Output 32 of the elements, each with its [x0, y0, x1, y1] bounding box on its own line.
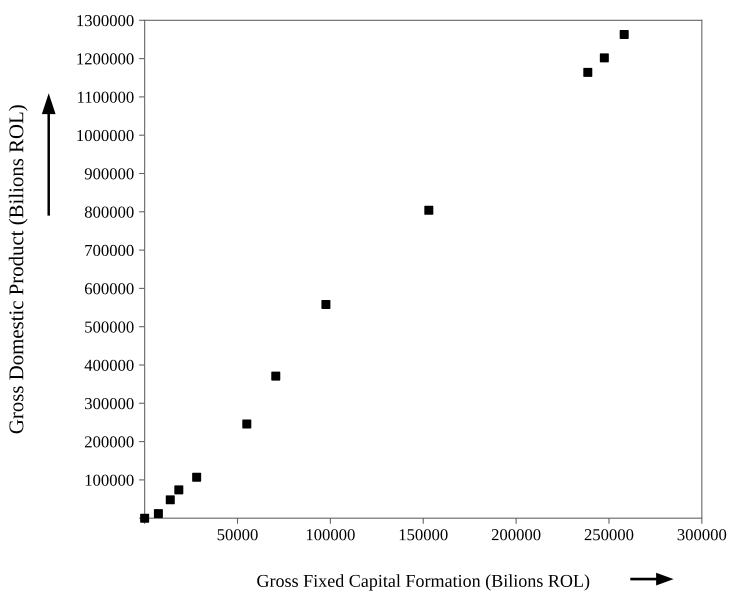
y-tick-label: 400000 — [84, 360, 134, 371]
point — [166, 495, 175, 504]
x-tick-label: 100000 — [306, 529, 355, 540]
y-tick-label: 500000 — [85, 321, 134, 333]
y-axis-title: Gross Domestic Product (Bilions ROL) — [8, 105, 28, 434]
y-tick-label: 100000 — [86, 474, 134, 486]
point — [271, 372, 280, 381]
point — [600, 53, 609, 62]
y-tick-label: 700000 — [85, 244, 134, 256]
point — [154, 509, 163, 518]
point — [583, 68, 592, 77]
y-tick-label: 300000 — [85, 398, 134, 410]
y-tick-label: 1100000 — [78, 92, 134, 103]
y-tick-label: 900000 — [84, 168, 134, 180]
x-tick-label: 200000 — [492, 529, 540, 540]
point — [242, 419, 252, 428]
x-tick-label: 250000 — [584, 529, 634, 540]
point — [174, 485, 184, 494]
point — [192, 472, 202, 482]
y-tick-label: 200000 — [84, 436, 134, 448]
y-tick-label: 1000000 — [77, 130, 134, 142]
x-axis-title: Gross Fixed Capital Formation (Bilions ROL) — [257, 574, 590, 591]
y-tick-label: 1300000 — [77, 14, 134, 26]
x-tick-label: 150000 — [400, 529, 448, 540]
y-tick-label: 1200000 — [77, 53, 134, 65]
point — [321, 300, 330, 309]
y-tick-label: 800000 — [84, 206, 134, 218]
x-tick-label: 50000 — [218, 529, 258, 540]
point — [620, 30, 629, 39]
point — [424, 206, 434, 215]
y-tick-label: 600000 — [84, 283, 134, 294]
x-tick-label: 300000 — [678, 529, 726, 540]
